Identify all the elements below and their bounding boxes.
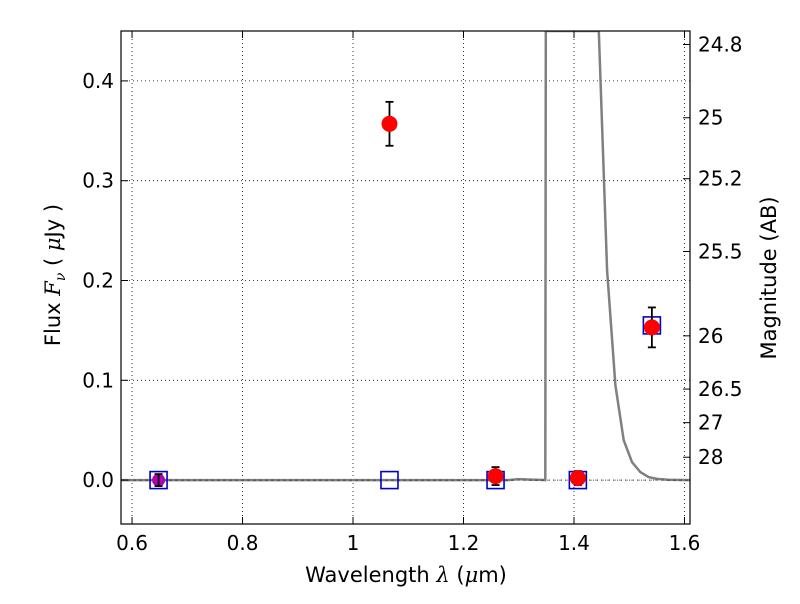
- y2-tick-label: 25: [698, 106, 723, 130]
- y-tick-label: 0.0: [82, 468, 114, 492]
- secondary-y-axis-title: Magnitude (AB): [757, 196, 781, 359]
- y-axis-title: Flux Fν ( μJy ): [41, 204, 69, 346]
- observed-point: [487, 468, 504, 485]
- y2-tick-label: 25.5: [698, 239, 743, 263]
- grid: [121, 31, 690, 524]
- observed-point: [569, 470, 586, 487]
- x-tick-label: 0.6: [116, 531, 148, 555]
- y-tick-label: 0.2: [82, 268, 114, 292]
- model-square: [149, 470, 168, 490]
- template-spectrum-layer: [121, 31, 690, 482]
- x-tick-label: 1.6: [669, 531, 701, 555]
- y2-tick-label: 26.5: [698, 377, 743, 401]
- model-square: [380, 470, 399, 490]
- x-tick-label: 0.8: [227, 531, 259, 555]
- axes: 0.6 0.8 1 1.2 1.4 1.6 0.0 0.1 0.2 0.3 0.4 24.8 25 25.…: [82, 30, 743, 555]
- model-points-layer: [149, 316, 662, 490]
- y2-tick-label: 26: [698, 324, 723, 348]
- x-axis-title: Wavelength λ (μm): [305, 563, 507, 587]
- y-tick-label: 0.4: [82, 69, 114, 93]
- observed-point: [643, 319, 660, 336]
- y-tick-label: 0.3: [82, 169, 114, 193]
- x-tick-label: 1: [347, 531, 360, 555]
- observed-points-layer: [152, 100, 660, 487]
- y2-tick-label: 28: [698, 445, 723, 469]
- y-tick-label: 0.1: [82, 368, 114, 392]
- observed-point: [381, 115, 398, 132]
- x-tick-label: 1.4: [558, 531, 590, 555]
- y2-tick-label: 25.2: [698, 167, 743, 191]
- plot-frame: [120, 30, 691, 525]
- y2-tick-label: 27: [698, 411, 723, 435]
- y2-tick-label: 24.8: [698, 32, 743, 56]
- x-tick-label: 1.2: [448, 531, 480, 555]
- template-spectrum-line: [121, 31, 690, 482]
